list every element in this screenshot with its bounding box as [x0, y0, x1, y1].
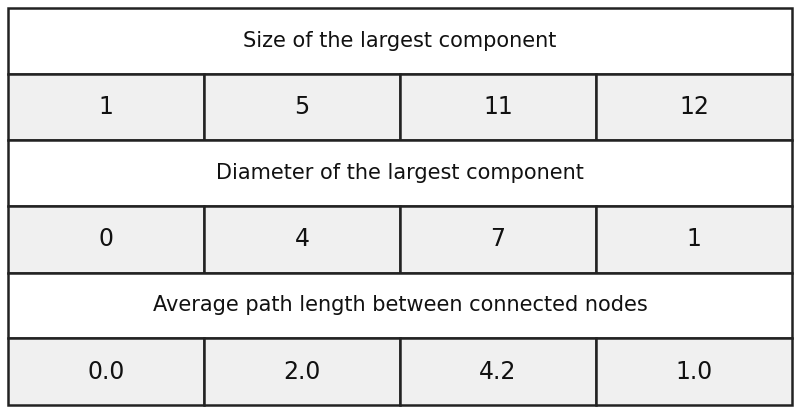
Text: 1.0: 1.0 — [675, 360, 713, 384]
Text: Average path length between connected nodes: Average path length between connected no… — [153, 295, 647, 316]
Text: 4.2: 4.2 — [479, 360, 517, 384]
Text: 2.0: 2.0 — [283, 360, 321, 384]
Text: 12: 12 — [679, 95, 709, 119]
Bar — [596, 338, 792, 405]
Bar — [400, 206, 596, 273]
Text: 0.0: 0.0 — [87, 360, 125, 384]
Bar — [8, 140, 792, 206]
Text: 0: 0 — [98, 227, 114, 251]
Bar — [8, 8, 792, 74]
Bar — [8, 74, 204, 140]
Text: Diameter of the largest component: Diameter of the largest component — [216, 163, 584, 183]
Bar — [8, 273, 792, 338]
Bar — [400, 338, 596, 405]
Text: 7: 7 — [490, 227, 506, 251]
Text: 11: 11 — [483, 95, 513, 119]
Text: Size of the largest component: Size of the largest component — [243, 31, 557, 51]
Bar — [204, 74, 400, 140]
Text: 1: 1 — [98, 95, 114, 119]
Text: 1: 1 — [686, 227, 702, 251]
Bar — [204, 206, 400, 273]
Text: 4: 4 — [294, 227, 310, 251]
Bar — [8, 206, 204, 273]
Bar — [596, 74, 792, 140]
Bar — [596, 206, 792, 273]
Bar — [204, 338, 400, 405]
Text: 5: 5 — [294, 95, 310, 119]
Bar — [400, 74, 596, 140]
Bar — [8, 338, 204, 405]
